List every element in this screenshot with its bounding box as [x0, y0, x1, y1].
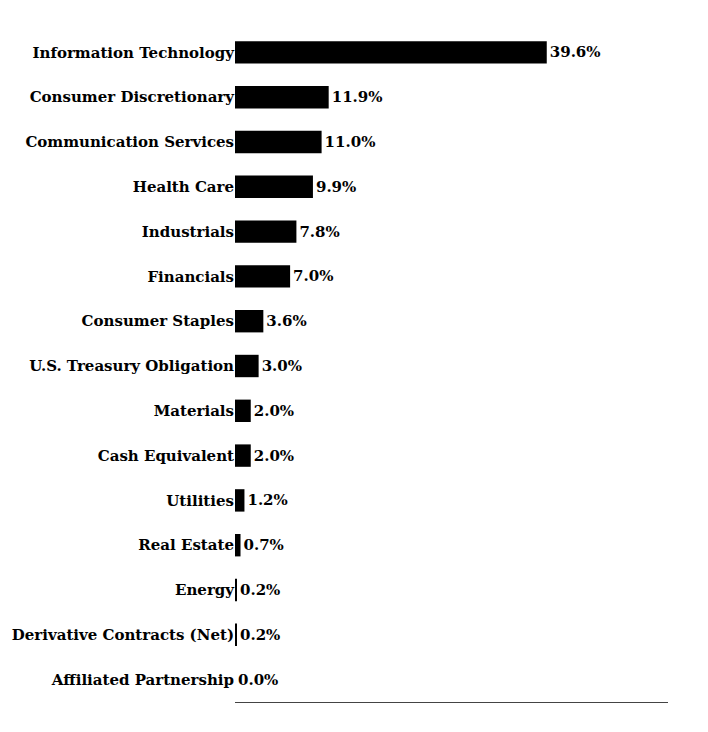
svg-text:Affiliated Partnership: Affiliated Partnership [51, 671, 234, 689]
svg-text:7.8%: 7.8% [299, 223, 339, 241]
svg-text:11.0%: 11.0% [325, 133, 376, 151]
svg-text:2.0%: 2.0% [254, 402, 294, 420]
svg-text:2.0%: 2.0% [254, 447, 294, 465]
svg-text:U.S. Treasury Obligation: U.S. Treasury Obligation [29, 357, 234, 375]
svg-text:0.7%: 0.7% [244, 536, 284, 554]
svg-text:0.2%: 0.2% [240, 626, 280, 644]
svg-text:Cash Equivalent: Cash Equivalent [98, 447, 234, 465]
svg-text:39.6%: 39.6% [550, 43, 601, 61]
svg-text:3.0%: 3.0% [262, 357, 302, 375]
svg-text:3.6%: 3.6% [266, 312, 306, 330]
svg-text:9.9%: 9.9% [316, 178, 356, 196]
svg-text:Information Technology: Information Technology [33, 44, 236, 62]
svg-text:Financials: Financials [147, 268, 234, 286]
svg-text:7.0%: 7.0% [293, 267, 333, 285]
svg-text:Utilities: Utilities [166, 492, 234, 510]
svg-text:1.2%: 1.2% [247, 491, 287, 509]
svg-text:Energy: Energy [175, 581, 235, 599]
svg-text:Derivative Contracts (Net): Derivative Contracts (Net) [12, 626, 234, 644]
svg-text:Health Care: Health Care [133, 178, 234, 196]
svg-text:Industrials: Industrials [142, 223, 234, 241]
svg-text:11.9%: 11.9% [332, 88, 383, 106]
svg-text:Materials: Materials [154, 402, 234, 420]
svg-text:0.0%: 0.0% [238, 671, 278, 689]
svg-text:Communication Services: Communication Services [25, 133, 234, 151]
svg-text:Consumer Discretionary: Consumer Discretionary [30, 88, 236, 106]
svg-text:Consumer Staples: Consumer Staples [82, 312, 234, 330]
svg-text:0.2%: 0.2% [240, 581, 280, 599]
svg-text:Real Estate: Real Estate [138, 536, 234, 554]
